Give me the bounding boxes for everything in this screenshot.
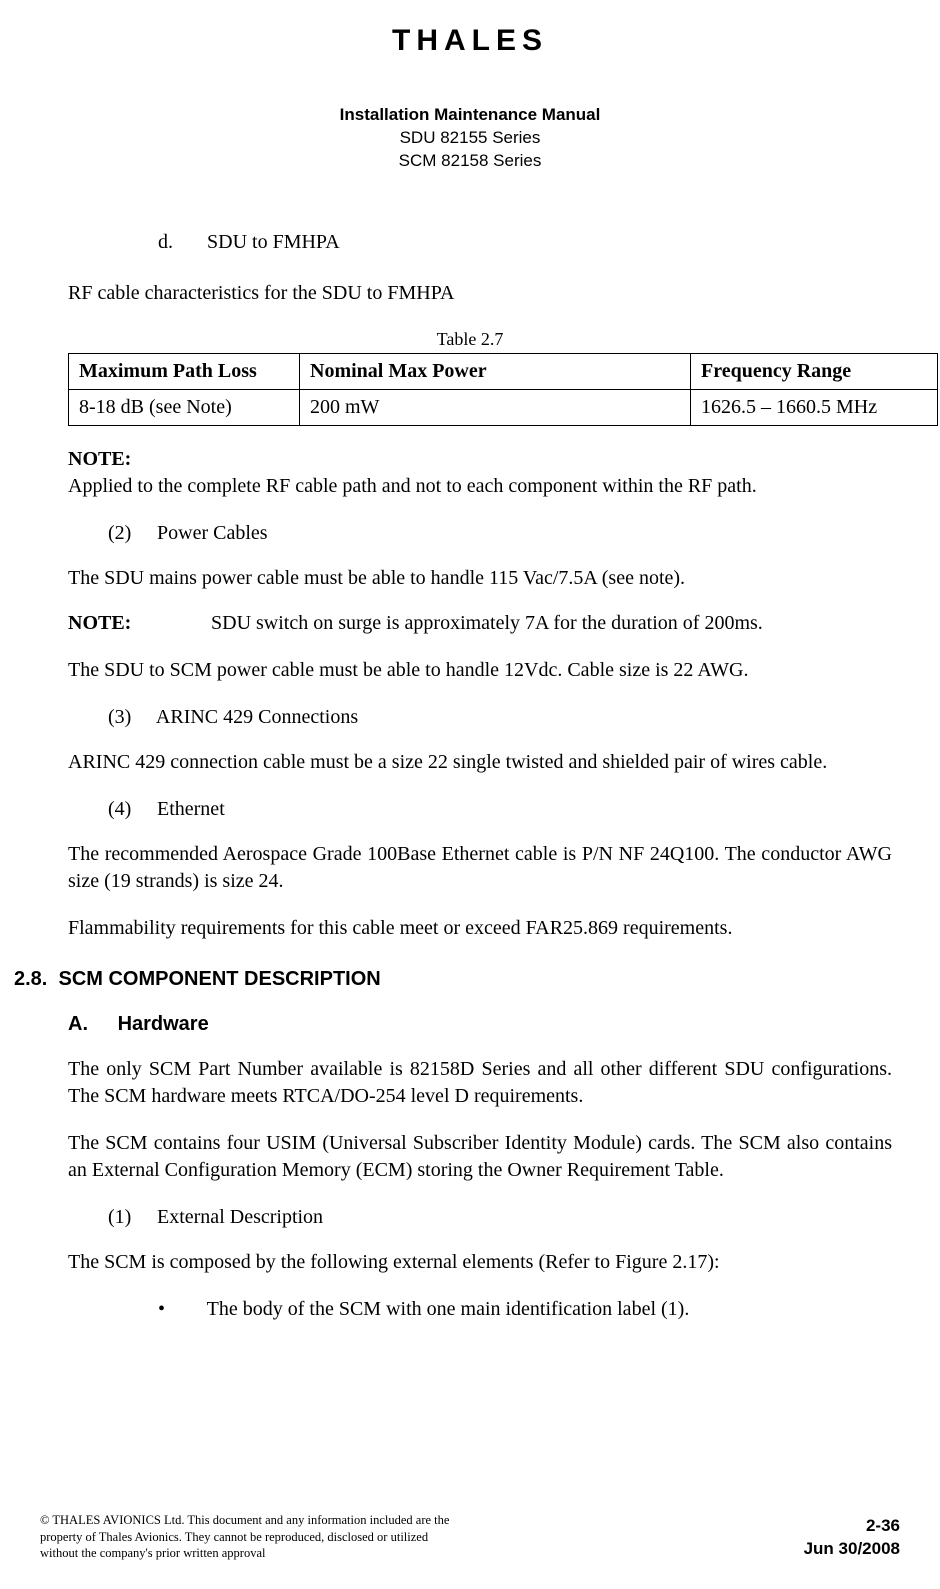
brand-logo-text: THALES	[40, 24, 900, 58]
table-caption: Table 2.7	[40, 327, 900, 351]
item-4-label: (4)	[108, 796, 152, 823]
power-cable-paragraph-1: The SDU mains power cable must be able t…	[68, 565, 892, 592]
ethernet-paragraph-2: Flammability requirements for this cable…	[68, 915, 892, 942]
item-d-title: SDU to FMHPA	[207, 231, 340, 253]
copyright-text: THALES AVIONICS Ltd. This document and a…	[40, 1513, 449, 1560]
col-header-path-loss: Maximum Path Loss	[69, 354, 300, 390]
hardware-paragraph-1: The only SCM Part Number available is 82…	[68, 1056, 892, 1110]
page-date: Jun 30/2008	[804, 1538, 900, 1561]
table-row: 8-18 dB (see Note) 200 mW 1626.5 – 1660.…	[69, 390, 938, 426]
item-d-label: d.	[158, 229, 202, 256]
list-item-d: d. SDU to FMHPA	[158, 229, 900, 256]
note-1-label: NOTE:	[68, 446, 206, 473]
hardware-paragraph-2: The SCM contains four USIM (Universal Su…	[68, 1130, 892, 1184]
page-number: 2-36	[804, 1515, 900, 1538]
item-3-label: (3)	[108, 704, 152, 731]
subsection-a-label: A.	[68, 1011, 112, 1038]
note-2-label: NOTE:	[68, 610, 206, 637]
arinc-paragraph: ARINC 429 connection cable must be a siz…	[68, 749, 892, 776]
document-title-block: Installation Maintenance Manual SDU 8215…	[40, 104, 900, 173]
item-4-title: Ethernet	[157, 798, 225, 820]
col-header-freq-range: Frequency Range	[691, 354, 938, 390]
cell-freq-range: 1626.5 – 1660.5 MHz	[691, 390, 938, 426]
external-desc-paragraph: The SCM is composed by the following ext…	[68, 1249, 892, 1276]
intro-paragraph: RF cable characteristics for the SDU to …	[68, 280, 892, 307]
series-line-2: SCM 82158 Series	[40, 150, 900, 173]
footer-page-info: 2-36 Jun 30/2008	[804, 1515, 900, 1561]
bullet-text: The body of the SCM with one main identi…	[207, 1298, 690, 1320]
page-footer: © THALES AVIONICS Ltd. This document and…	[40, 1512, 900, 1561]
subsection-a-heading: A. Hardware	[68, 1011, 900, 1038]
power-cable-paragraph-2: The SDU to SCM power cable must be able …	[68, 657, 892, 684]
bullet-item-1: • The body of the SCM with one main iden…	[158, 1296, 900, 1323]
section-title: SCM COMPONENT DESCRIPTION	[58, 968, 380, 990]
item-2-title: Power Cables	[157, 522, 268, 544]
item-1b-label: (1)	[108, 1204, 152, 1231]
footer-copyright: © THALES AVIONICS Ltd. This document and…	[40, 1512, 460, 1561]
list-item-3: (3) ARINC 429 Connections	[108, 704, 900, 731]
list-item-2: (2) Power Cables	[108, 520, 900, 547]
note-2-text: SDU switch on surge is approximately 7A …	[211, 610, 763, 637]
cell-max-power: 200 mW	[300, 390, 691, 426]
subsection-a-title: Hardware	[118, 1013, 209, 1035]
cell-path-loss: 8-18 dB (see Note)	[69, 390, 300, 426]
rf-characteristics-table: Maximum Path Loss Nominal Max Power Freq…	[68, 353, 938, 426]
table-header-row: Maximum Path Loss Nominal Max Power Freq…	[69, 354, 938, 390]
document-page: THALES Installation Maintenance Manual S…	[0, 0, 940, 1589]
item-1b-title: External Description	[157, 1206, 323, 1228]
page-content: d. SDU to FMHPA RF cable characteristics…	[40, 229, 900, 1323]
list-item-1b: (1) External Description	[108, 1204, 900, 1231]
section-2-8-heading: 2.8. SCM COMPONENT DESCRIPTION	[14, 966, 900, 993]
copyright-symbol: ©	[40, 1513, 50, 1527]
note-2: NOTE: SDU switch on surge is approximate…	[68, 610, 892, 637]
series-line-1: SDU 82155 Series	[40, 127, 900, 150]
note-1-text: Applied to the complete RF cable path an…	[68, 473, 788, 500]
item-2-label: (2)	[108, 520, 152, 547]
manual-title: Installation Maintenance Manual	[40, 104, 900, 127]
item-3-title: ARINC 429 Connections	[156, 706, 358, 728]
bullet-mark: •	[158, 1296, 202, 1323]
note-1: NOTE: Applied to the complete RF cable p…	[68, 446, 892, 500]
section-number: 2.8.	[14, 968, 47, 990]
list-item-4: (4) Ethernet	[108, 796, 900, 823]
col-header-max-power: Nominal Max Power	[300, 354, 691, 390]
ethernet-paragraph-1: The recommended Aerospace Grade 100Base …	[68, 841, 892, 895]
